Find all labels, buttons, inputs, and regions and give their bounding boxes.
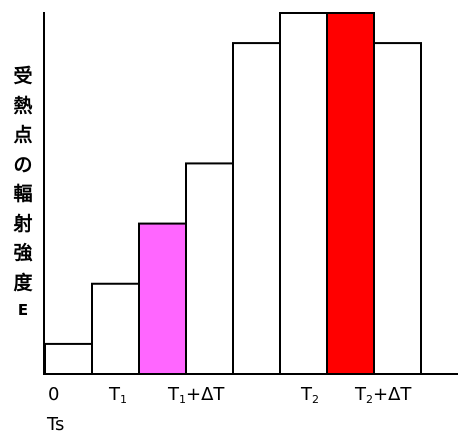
bar-1 xyxy=(91,282,140,375)
y-axis-label-char: 輻 xyxy=(13,183,33,205)
y-axis-label-char: 熱 xyxy=(13,94,33,117)
bar-0 xyxy=(44,342,93,375)
x-tick-label-t1: T1 xyxy=(109,384,127,406)
x-tick-label-t2-plus-dt: T2+ΔT xyxy=(355,384,412,406)
y-axis-label-char: 受 xyxy=(13,65,33,87)
y-axis-label-char: 射 xyxy=(13,212,33,235)
bars-group xyxy=(44,12,422,375)
y-axis-label-char: E xyxy=(17,301,29,319)
y-axis-label-char: の xyxy=(13,153,33,176)
x-tick-label-t1-plus-dt: T1+ΔT xyxy=(168,384,225,406)
bar-6 xyxy=(326,12,375,375)
x-tick-label-0: 0 xyxy=(48,384,60,405)
bar-5 xyxy=(279,12,328,375)
y-axis-label-char: 点 xyxy=(13,124,33,146)
bar-3 xyxy=(185,162,234,375)
y-axis-label-char: 強 xyxy=(13,242,33,264)
bar-2 xyxy=(138,222,187,375)
x-tick-label-t2: T2 xyxy=(301,384,319,406)
bar-4 xyxy=(232,42,281,375)
y-axis-label-char: 度 xyxy=(13,271,33,294)
y-axis-label: 受 熱 点 の 輻 射 強 度 E xyxy=(6,62,40,322)
x-axis-subtitle: Ts xyxy=(47,414,65,435)
bar-7 xyxy=(373,42,422,375)
